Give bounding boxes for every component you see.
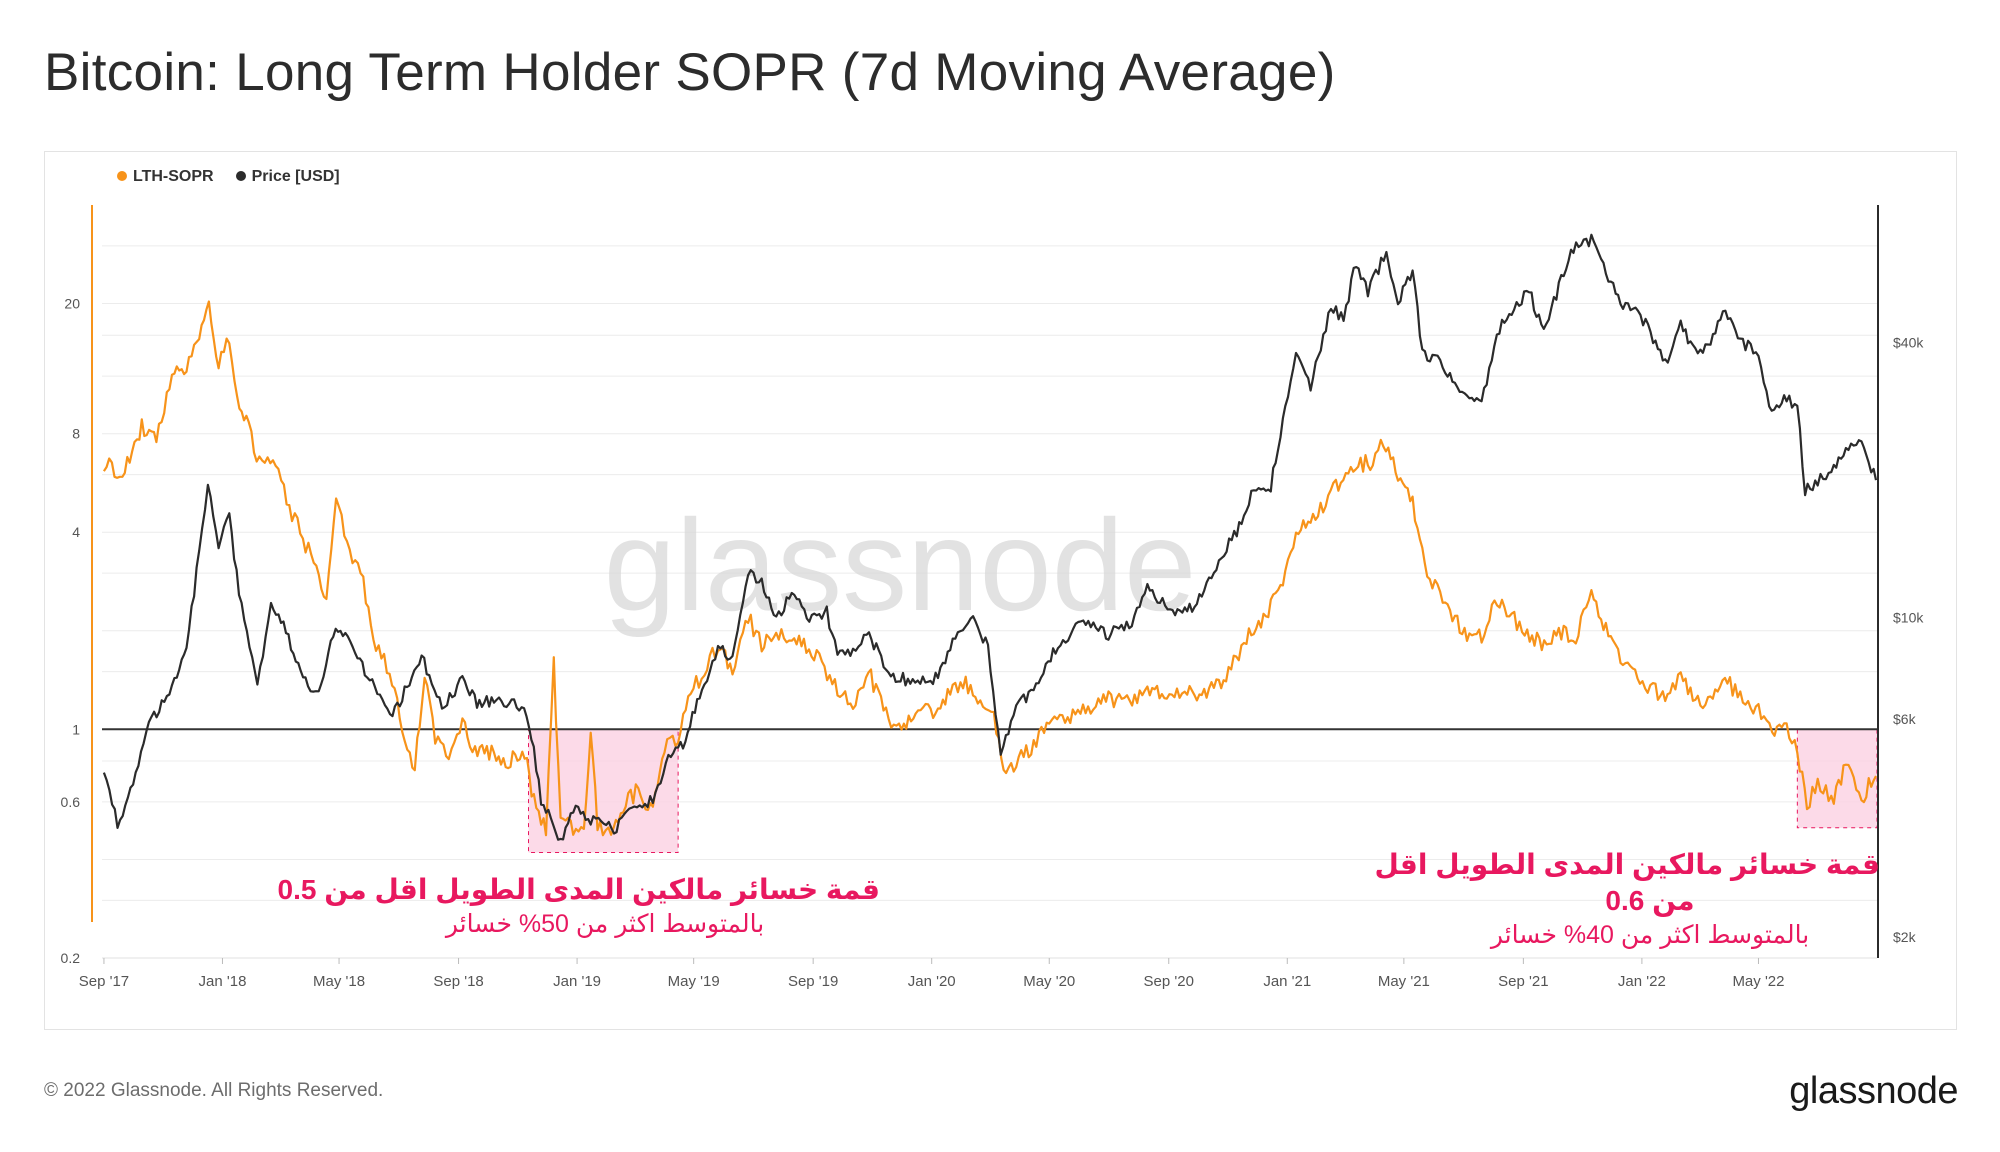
- legend: LTH-SOPR Price [USD]: [117, 168, 340, 186]
- y-right-tick-label: $2k: [1893, 929, 1917, 945]
- x-tick-label: Sep '20: [1144, 973, 1194, 990]
- y-right-tick-label: $10k: [1893, 610, 1924, 626]
- axes: [91, 205, 1879, 959]
- chart-title: Bitcoin: Long Term Holder SOPR (7d Movin…: [44, 43, 1336, 102]
- legend-label-price: Price [USD]: [251, 168, 340, 185]
- annotation-2: قمة خسائر مالكين المدى الطويل اقل من 0.6…: [1374, 847, 1880, 951]
- legend-label-lth-sopr: LTH-SOPR: [133, 168, 214, 185]
- copyright-footer: © 2022 Glassnode. All Rights Reserved.: [44, 1080, 384, 1101]
- x-tick-label: Jan '20: [908, 973, 956, 990]
- y-right-tick-label: $40k: [1893, 335, 1924, 351]
- brand-logo: glassnode: [1789, 1070, 1958, 1112]
- y-right-ticks: $2k $6k $10k $40k: [1893, 335, 1924, 946]
- x-tick-label: Sep '19: [788, 973, 838, 990]
- annotation-1-subline: بالمتوسط اكثر من 50% خسائر: [445, 910, 765, 938]
- x-tick-label: May '20: [1023, 973, 1075, 990]
- annotation-1-headline: قمة خسائر مالكين المدى الطويل اقل من 0.5: [277, 874, 881, 905]
- y-left-tick-label: 8: [72, 426, 80, 442]
- series-lth-sopr-line: [102, 300, 1877, 837]
- y-left-tick-label: 1: [72, 721, 80, 737]
- y-right-tick-label: $6k: [1893, 711, 1917, 727]
- x-tick-label: Sep '17: [79, 973, 129, 990]
- series-price-line: [102, 233, 1878, 841]
- x-tick-label: May '18: [313, 973, 365, 990]
- x-tick-label: Sep '21: [1498, 973, 1548, 990]
- x-tick-label: May '19: [668, 973, 720, 990]
- x-tick-label: May '22: [1732, 973, 1784, 990]
- x-tick-label: Jan '19: [553, 973, 601, 990]
- y-left-tick-label: 4: [72, 524, 80, 540]
- annotation-1: قمة خسائر مالكين المدى الطويل اقل من 0.5…: [277, 872, 881, 940]
- y-left-ticks: 0.2 0.6 1 4 8 20: [61, 296, 81, 966]
- annotation-2-headline: قمة خسائر مالكين المدى الطويل اقل: [1374, 849, 1880, 880]
- x-tick-label: Jan '21: [1263, 973, 1311, 990]
- x-tick-label: Jan '22: [1618, 973, 1666, 990]
- x-tick-label: May '21: [1378, 973, 1430, 990]
- y-left-tick-label: 0.6: [61, 794, 81, 810]
- x-ticks: Sep '17 Jan '18 May '18 Sep '18 Jan '19 May '…: [79, 958, 1785, 990]
- highlight-regions: [528, 728, 1878, 854]
- x-tick-label: Sep '18: [433, 973, 483, 990]
- watermark: glassnode: [604, 492, 1197, 638]
- legend-item-lth-sopr[interactable]: LTH-SOPR: [117, 168, 214, 186]
- chart-panel: [44, 151, 1957, 1030]
- legend-dot-lth-sopr: [117, 170, 127, 181]
- annotation-2-subline: بالمتوسط اكثر من 40% خسائر: [1490, 921, 1810, 949]
- legend-item-price[interactable]: Price [USD]: [235, 168, 340, 186]
- y-left-tick-label: 20: [64, 296, 80, 312]
- y-left-tick-label: 0.2: [61, 950, 81, 966]
- legend-dot-price: [235, 170, 246, 181]
- annotation-2-headline-2: من 0.6: [1605, 885, 1695, 916]
- series-lines: [102, 233, 1878, 841]
- x-tick-label: Jan '18: [199, 973, 247, 990]
- highlight-region-2: [1796, 728, 1878, 829]
